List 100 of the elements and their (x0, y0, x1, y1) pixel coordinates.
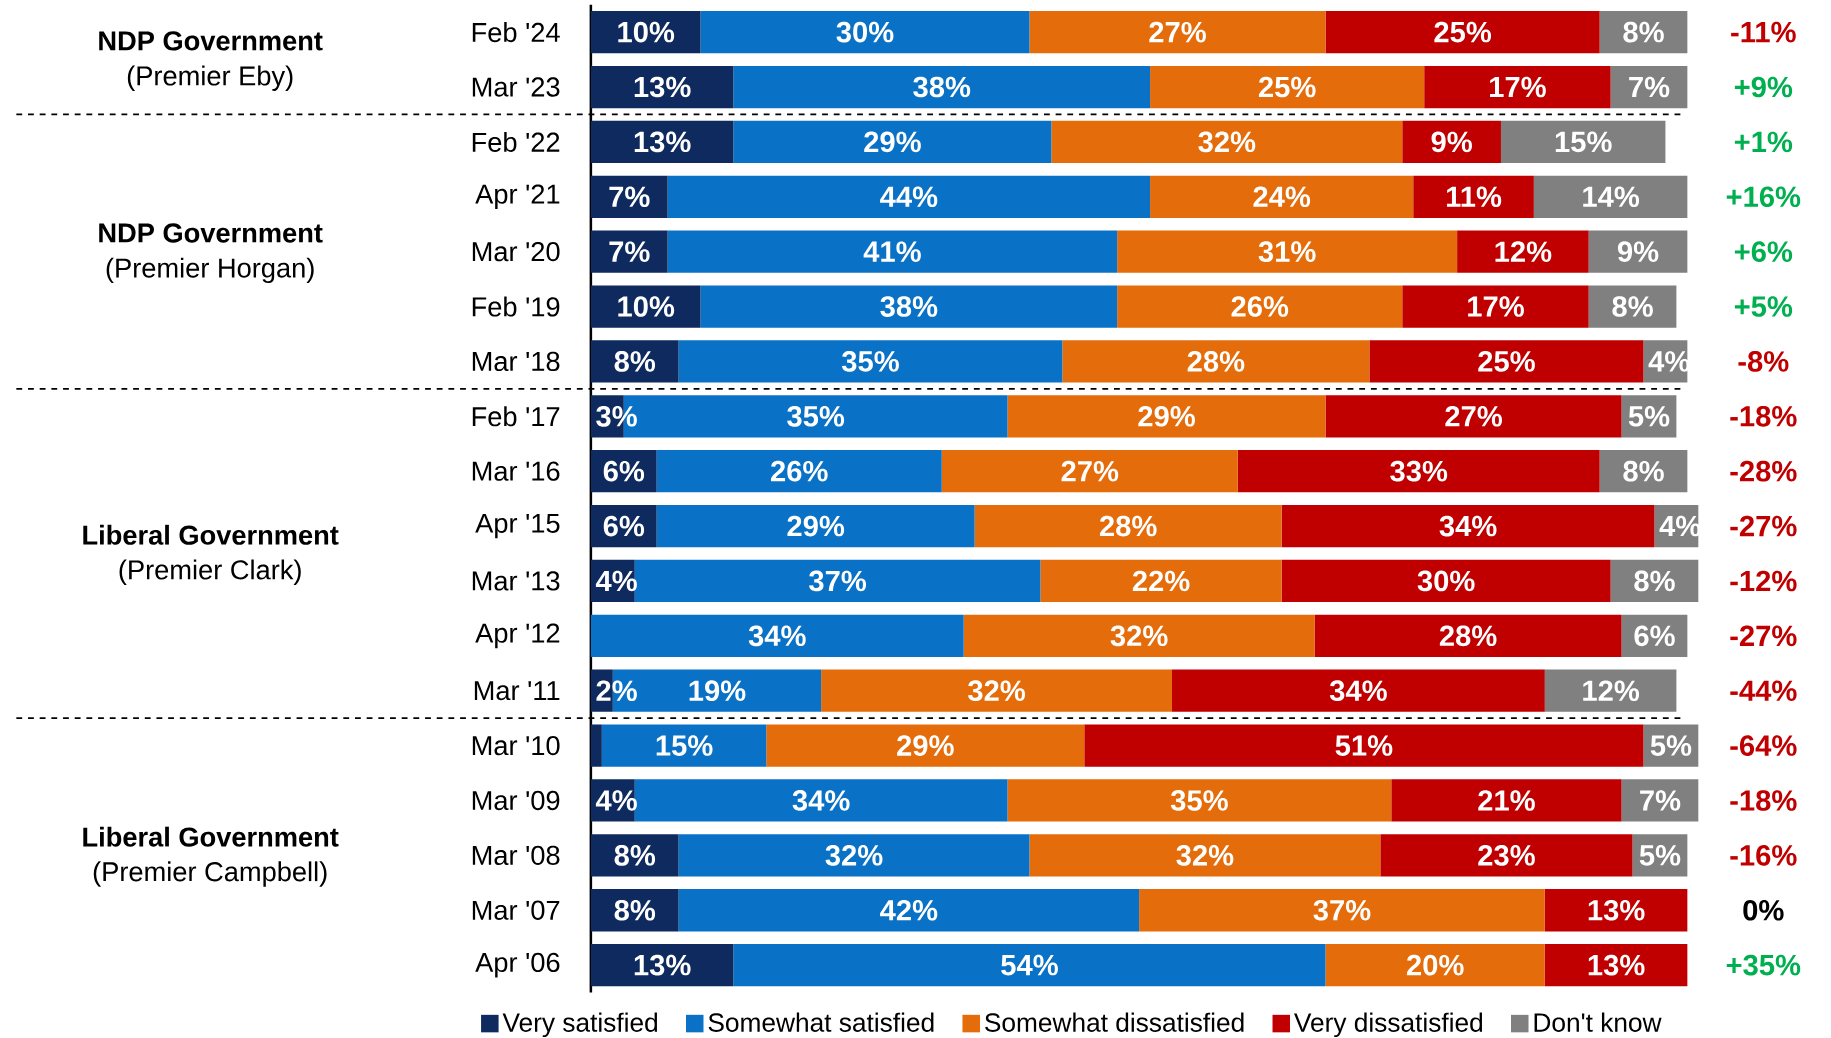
data-label: 32% (968, 680, 1026, 702)
text: -12% (1730, 570, 1797, 592)
data-label: 44% (880, 186, 938, 207)
data-label: 6% (603, 460, 645, 482)
y-tick-label: Mar '10 (472, 735, 560, 756)
text: -27% (1730, 515, 1797, 537)
bar (1413, 175, 1534, 218)
y-tick-label: Apr '06 (475, 952, 560, 978)
text: -44% (1730, 680, 1797, 701)
data-label: 20% (1406, 954, 1464, 976)
data-label: 10% (618, 296, 675, 317)
bar (1150, 65, 1425, 109)
bar (974, 504, 1282, 548)
data-label: 24% (1253, 186, 1311, 207)
bar (1051, 120, 1403, 163)
data-label: 8% (614, 351, 656, 372)
y-tick-label: Mar '07 (472, 900, 560, 920)
data-label: 25% (1258, 76, 1316, 98)
text: -16% (1730, 844, 1797, 866)
data-label: 14% (1583, 186, 1640, 207)
data-label: 42% (880, 899, 938, 921)
data-label: 35% (1170, 790, 1228, 811)
bar (1117, 230, 1458, 273)
data-label: 17% (1490, 76, 1546, 98)
bar (733, 943, 1326, 987)
bar (1402, 285, 1589, 328)
text: +1% (1734, 131, 1793, 153)
bar (590, 724, 602, 767)
bar (1281, 559, 1611, 603)
text: NDP Government (99, 31, 323, 51)
text: Liberal Government (83, 524, 339, 545)
data-label: 12% (1583, 680, 1640, 701)
bar (1007, 779, 1392, 822)
bar (821, 669, 1173, 712)
data-label: 13% (1588, 899, 1645, 921)
data-label: 13% (1588, 954, 1645, 976)
bar (1314, 614, 1622, 657)
data-label: 27% (1149, 21, 1206, 43)
bar (1139, 889, 1545, 932)
data-label: 37% (1313, 899, 1371, 921)
data-label: 25% (1478, 351, 1535, 372)
data-label: 26% (1231, 296, 1289, 317)
text: -11% (1731, 21, 1796, 43)
data-label: 8% (1634, 570, 1675, 592)
data-label: 27% (1445, 405, 1502, 427)
data-label: 34% (1439, 515, 1497, 537)
text: (Premier Eby) (127, 65, 293, 91)
data-label: 3% (596, 405, 637, 427)
bar (1084, 724, 1644, 767)
data-label: 13% (634, 76, 691, 98)
data-label: 34% (748, 625, 806, 647)
data-label: 38% (880, 296, 938, 317)
data-label: 8% (1623, 460, 1664, 482)
data-label: 11% (1446, 186, 1502, 207)
bar (590, 834, 679, 877)
bar (590, 65, 734, 109)
data-label: 51% (1335, 735, 1393, 756)
data-label: 33% (1390, 460, 1448, 482)
bar (1007, 395, 1326, 438)
bar (667, 175, 1151, 218)
bar (941, 450, 1238, 493)
data-label: 4% (595, 790, 637, 811)
data-label: 32% (1198, 131, 1256, 153)
bar (1544, 669, 1677, 712)
data-label: 6% (1634, 625, 1675, 647)
data-label: 28% (1187, 351, 1245, 372)
data-label: 10% (618, 21, 675, 43)
text: (Premier Horgan) (106, 257, 314, 283)
legend-label: Very satisfied (502, 1012, 657, 1038)
legend-label: Very dissatisfied (1294, 1012, 1483, 1038)
y-tick-label: Mar '23 (472, 77, 560, 97)
data-label: 38% (913, 76, 971, 98)
bar (1325, 395, 1622, 438)
data-label: 32% (1110, 625, 1168, 647)
data-label: 7% (1629, 76, 1670, 98)
text: -18% (1730, 790, 1797, 811)
data-label: 29% (787, 515, 845, 537)
bar (1117, 285, 1403, 328)
bar (1029, 834, 1381, 877)
bar (590, 614, 964, 657)
bar (678, 889, 1140, 932)
y-tick-label: Mar '16 (472, 461, 560, 481)
data-label: 31% (1258, 241, 1316, 262)
text: (Premier Clark) (119, 559, 301, 585)
bar (1457, 230, 1589, 273)
legend-label: Don't know (1534, 1012, 1662, 1032)
data-label: 2% (596, 680, 637, 701)
y-tick-label: Mar '08 (472, 845, 560, 865)
text: -8% (1738, 351, 1789, 372)
bar (1237, 450, 1600, 493)
data-label: 7% (609, 241, 650, 262)
data-label: 26% (771, 460, 828, 482)
data-label: 4% (595, 570, 637, 592)
data-label: 35% (841, 351, 899, 372)
text: -27% (1730, 625, 1797, 647)
bar (656, 450, 942, 493)
bar (1533, 175, 1688, 218)
data-label: 15% (1555, 131, 1612, 153)
data-label: 30% (836, 21, 894, 43)
data-label: 5% (1650, 735, 1692, 756)
